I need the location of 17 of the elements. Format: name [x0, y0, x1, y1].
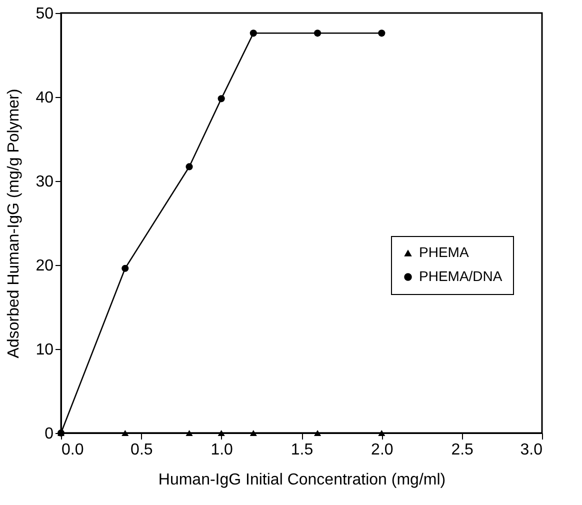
x-axis-title: Human-IgG Initial Concentration (mg/ml) [158, 472, 446, 488]
legend-label: PHEMA [419, 244, 470, 260]
y-tick-label: 10 [36, 342, 54, 358]
y-tick-label: 50 [36, 6, 54, 22]
y-tick-label: 30 [36, 174, 54, 190]
legend-label: PHEMA/DNA [419, 268, 503, 284]
y-tick-label: 20 [36, 258, 54, 274]
x-tick-label: 1.5 [290, 442, 314, 458]
x-tick-label: 1.0 [210, 442, 234, 458]
x-tick-label: 0.5 [130, 442, 153, 458]
x-tick-label: 3.0 [520, 442, 543, 458]
y-tick-label: 40 [36, 90, 54, 106]
x-tick-label: 2.5 [451, 442, 474, 458]
x-tick-label: 0.0 [62, 442, 84, 458]
y-tick-label: 0 [44, 426, 54, 442]
x-tick-label: 2.0 [371, 442, 394, 458]
y-axis-title: Adsorbed Human-IgG (mg/g Polymer) [6, 88, 23, 358]
